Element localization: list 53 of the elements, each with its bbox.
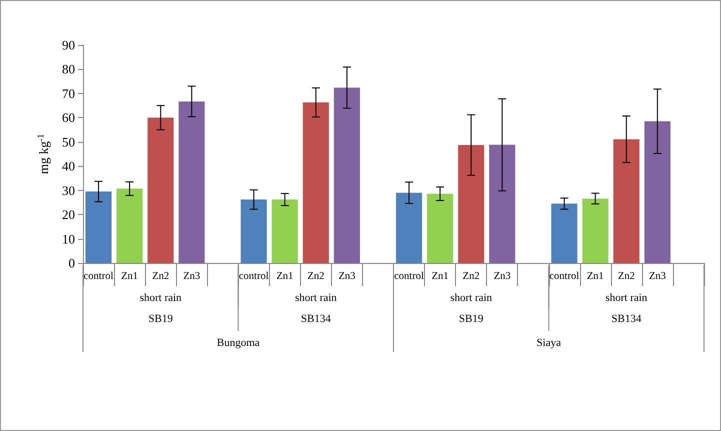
x-tick-label: Zn3 [183, 271, 200, 282]
text: SB19 [148, 313, 174, 325]
x-tick-label: Zn1 [586, 271, 604, 282]
y-tick-label: 60 [62, 110, 75, 126]
bar [272, 200, 298, 263]
x-tick-label: control [84, 271, 114, 282]
x-tick-label: Zn1 [432, 271, 449, 282]
x-tick-label: Zn1 [276, 271, 294, 282]
x-tick-label: Zn2 [307, 271, 324, 282]
bar [582, 198, 608, 263]
bar [302, 102, 329, 263]
bar [148, 118, 174, 263]
bar [178, 101, 205, 263]
bar [396, 192, 422, 263]
x-tick-label: Zn3 [494, 271, 511, 282]
x-tick-label: Zn3 [648, 271, 666, 282]
bar [458, 145, 484, 263]
text: SB19 [458, 313, 484, 325]
bar [334, 88, 360, 263]
y-axis-title: mg kg-1 [36, 134, 51, 174]
y-tick-label: 80 [62, 62, 75, 77]
bar [85, 192, 112, 263]
bar [116, 188, 143, 263]
x-tick-label: control [394, 271, 424, 282]
y-tick-label: 0 [68, 256, 75, 270]
x-tick-label: Zn1 [121, 271, 138, 282]
text: Siaya [536, 337, 562, 349]
text: short rain [450, 292, 493, 304]
x-tick-label: control [549, 271, 580, 282]
bar [613, 139, 640, 263]
text: SB134 [611, 313, 642, 325]
text: short rain [605, 292, 648, 304]
text: short rain [140, 292, 182, 304]
text: SB134 [300, 313, 332, 325]
bar [551, 204, 578, 263]
bar [240, 200, 267, 263]
x-tick-label: Zn2 [462, 271, 480, 282]
y-tick-label: 30 [62, 182, 75, 198]
x-tick-label: Zn2 [618, 271, 635, 282]
x-tick-label: Zn3 [338, 271, 356, 282]
bar [644, 121, 670, 263]
y-tick-label: 20 [62, 207, 75, 222]
bar [489, 144, 516, 263]
y-tick-label: 40 [62, 158, 75, 174]
bar [427, 194, 454, 263]
y-tick-label: 10 [62, 231, 75, 246]
text: Bungoma [216, 337, 260, 349]
y-tick-label: 90 [62, 38, 75, 52]
x-tick-label: Zn2 [152, 271, 170, 282]
x-tick-label: control [238, 271, 269, 282]
y-tick-label: 50 [62, 134, 75, 150]
text: short rain [294, 292, 338, 304]
y-tick-label: 70 [62, 86, 75, 101]
